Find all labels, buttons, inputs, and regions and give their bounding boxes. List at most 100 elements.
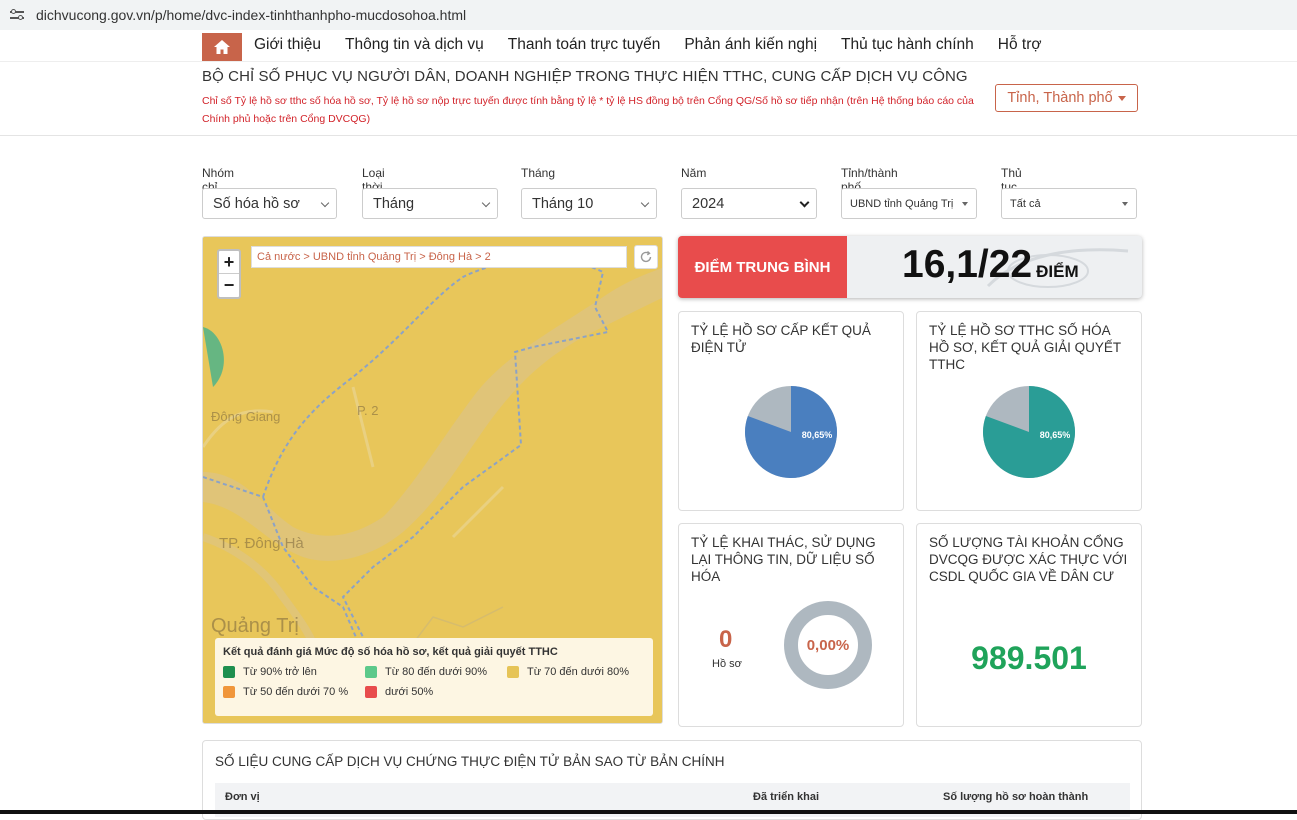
section-title: SỐ LIỆU CUNG CẤP DỊCH VỤ CHỨNG THỰC ĐIỆN… [215, 754, 725, 769]
filter-month: Tháng Tháng 10 [521, 166, 657, 219]
province-select[interactable]: UBND tỉnh Quảng Trị [841, 188, 977, 219]
main-menu: Giới thiệu Thông tin và dịch vụ Thanh to… [254, 36, 1066, 54]
average-score-label: ĐIỂM TRUNG BÌNH [678, 236, 847, 298]
donut-ring [784, 601, 872, 689]
e-certification-section: SỐ LIỆU CUNG CẤP DỊCH VỤ CHỨNG THỰC ĐIỆN… [202, 740, 1142, 820]
legend-swatch [507, 666, 519, 678]
card-title: TỶ LỆ KHAI THÁC, SỬ DỤNG LẠI THÔNG TIN, … [691, 535, 876, 584]
nav-thu-tuc[interactable]: Thủ tục hành chính [841, 36, 974, 53]
select-value: Tất cả [1010, 197, 1041, 210]
drum-watermark-icon [986, 248, 1129, 288]
card-verified-accounts: SỐ LƯỢNG TÀI KHOẢN CỔNG DVCQG ĐƯỢC XÁC T… [916, 523, 1142, 727]
column-header-completed[interactable]: Số lượng hồ sơ hoàn thành [943, 791, 1089, 803]
pie-value-label: 80,65% [802, 430, 833, 440]
score-unit: ĐIỂM [1036, 262, 1079, 281]
procedure-select[interactable]: Tất cả [1001, 188, 1137, 219]
select-value: Số hóa hồ sơ [213, 195, 300, 212]
time-type-select[interactable]: Tháng [362, 188, 498, 219]
reuse-count-label: Hồ sơ [712, 658, 742, 670]
nav-thong-tin-dich-vu[interactable]: Thông tin và dịch vụ [345, 36, 484, 53]
legend-item: Từ 50 đến dưới 70 % [223, 686, 353, 698]
page-header: BỘ CHỈ SỐ PHỤC VỤ NGƯỜI DÂN, DOANH NGHIỆ… [0, 62, 1297, 136]
address-bar[interactable]: dichvucong.gov.vn/p/home/dvc-index-tinht… [0, 0, 1297, 30]
legend-item: Từ 90% trở lên [223, 666, 353, 678]
map-label-dong-giang: Đông Giang [211, 409, 281, 424]
column-header-deployed[interactable]: Đã triển khai [753, 791, 820, 803]
card-title: TỶ LỆ HỒ SƠ TTHC SỐ HÓA HỒ SƠ, KẾT QUẢ G… [929, 323, 1121, 372]
nav-phan-anh[interactable]: Phản ánh kiến nghị [684, 36, 818, 53]
map-label-quang-tri: Quảng Trị [211, 615, 299, 637]
filter-year: Năm 2024 [681, 166, 817, 219]
card-electronic-results: TỶ LỆ HỒ SƠ CẤP KẾT QUẢ ĐIỆN TỬ 80,65% [678, 311, 904, 511]
score-number: 16,1/22 [902, 243, 1033, 286]
card-data-reuse: TỶ LỆ KHAI THÁC, SỬ DỤNG LẠI THÔNG TIN, … [678, 523, 904, 727]
zoom-in-button[interactable]: + [219, 251, 239, 274]
nav-ho-tro[interactable]: Hỗ trợ [997, 36, 1042, 53]
legend-swatch [365, 686, 377, 698]
top-nav: Giới thiệu Thông tin và dịch vụ Thanh to… [0, 30, 1297, 62]
url-text[interactable]: dichvucong.gov.vn/p/home/dvc-index-tinht… [36, 7, 467, 23]
caret-down-icon [1117, 95, 1126, 101]
map-breadcrumb[interactable]: Cả nước > UBND tỉnh Quảng Trị > Đông Hà … [251, 246, 627, 268]
filter-group-indicator: Nhóm chỉ tiêu Số hóa hồ sơ [202, 166, 337, 219]
caret-down-icon [962, 202, 968, 206]
pie-chart-digitized-records: 80,65% [983, 386, 1075, 478]
filter-province: Tỉnh/thành phố UBND tỉnh Quảng Trị [841, 166, 977, 219]
legend-label: Từ 90% trở lên [243, 666, 317, 678]
chevron-down-icon [481, 198, 491, 208]
bottom-edge [0, 810, 1297, 814]
chevron-down-icon [799, 197, 810, 208]
legend-item: Từ 80 đến dưới 90% [365, 666, 495, 678]
legend-title: Kết quả đánh giá Mức độ số hóa hồ sơ, kế… [223, 646, 558, 658]
pie-value-label: 80,65% [1040, 430, 1071, 440]
legend-item: Từ 70 đến dưới 80% [507, 666, 629, 678]
average-score-value: 16,1/22 ĐIỂM [902, 243, 1079, 287]
nav-gioi-thieu[interactable]: Giới thiệu [254, 36, 322, 53]
filter-label: Tháng [521, 166, 556, 180]
legend-label: dưới 50% [385, 686, 434, 698]
legend-swatch [223, 686, 235, 698]
legend-label: Từ 80 đến dưới 90% [385, 666, 488, 678]
select-value: Tháng 10 [532, 195, 594, 212]
card-title: SỐ LƯỢNG TÀI KHOẢN CỔNG DVCQG ĐƯỢC XÁC T… [929, 535, 1128, 584]
legend-label: Từ 70 đến dưới 80% [527, 666, 630, 678]
donut-value-label: 0,00% [806, 636, 850, 654]
filter-label: Năm [681, 166, 707, 180]
verified-accounts-value: 989.501 [971, 640, 1087, 676]
indicator-group-select[interactable]: Số hóa hồ sơ [202, 188, 337, 219]
legend-item: dưới 50% [365, 686, 433, 698]
refresh-icon [640, 250, 652, 263]
province-dropdown-button[interactable]: Tỉnh, Thành phố [995, 84, 1138, 112]
page-note: Chỉ số Tỷ lệ hồ sơ tthc số hóa hồ sơ, Tỷ… [202, 95, 974, 125]
column-header-unit[interactable]: Đơn vị [225, 791, 260, 803]
pie-slice-value [983, 386, 1075, 478]
caret-down-icon [1122, 202, 1128, 206]
chevron-down-icon [320, 198, 330, 208]
map-panel[interactable]: + − Cả nước > UBND tỉnh Quảng Trị > Đông… [202, 236, 663, 724]
select-value: 2024 [692, 195, 725, 212]
pie-slice-value [745, 386, 837, 478]
province-button-label: Tỉnh, Thành phố [1007, 90, 1113, 106]
month-select[interactable]: Tháng 10 [521, 188, 657, 219]
select-value: UBND tỉnh Quảng Trị [850, 197, 954, 210]
home-icon [214, 40, 230, 54]
home-button[interactable] [202, 33, 242, 61]
reuse-count: 0 [719, 626, 733, 653]
average-score-card: ĐIỂM TRUNG BÌNH 16,1/22 ĐIỂM [678, 236, 1142, 298]
legend-label: Từ 50 đến dưới 70 % [243, 686, 349, 698]
filter-time-type: Loại thời gian Tháng [362, 166, 498, 219]
map-reset-button[interactable] [634, 245, 658, 269]
legend-swatch [223, 666, 235, 678]
year-select[interactable]: 2024 [681, 188, 817, 219]
map-label-p2: P. 2 [357, 403, 379, 418]
page-title: BỘ CHỈ SỐ PHỤC VỤ NGƯỜI DÂN, DOANH NGHIỆ… [202, 68, 968, 85]
legend-swatch [365, 666, 377, 678]
card-digitized-records: TỶ LỆ HỒ SƠ TTHC SỐ HÓA HỒ SƠ, KẾT QUẢ G… [916, 311, 1142, 511]
zoom-out-button[interactable]: − [223, 275, 235, 295]
nav-thanh-toan[interactable]: Thanh toán trực tuyến [507, 36, 661, 53]
filter-procedure: Thủ tục Tất cả [1001, 166, 1137, 219]
chevron-down-icon [640, 198, 650, 208]
site-settings-icon[interactable] [10, 8, 26, 22]
select-value: Tháng [373, 195, 415, 212]
zoom-control: + − [217, 249, 241, 299]
